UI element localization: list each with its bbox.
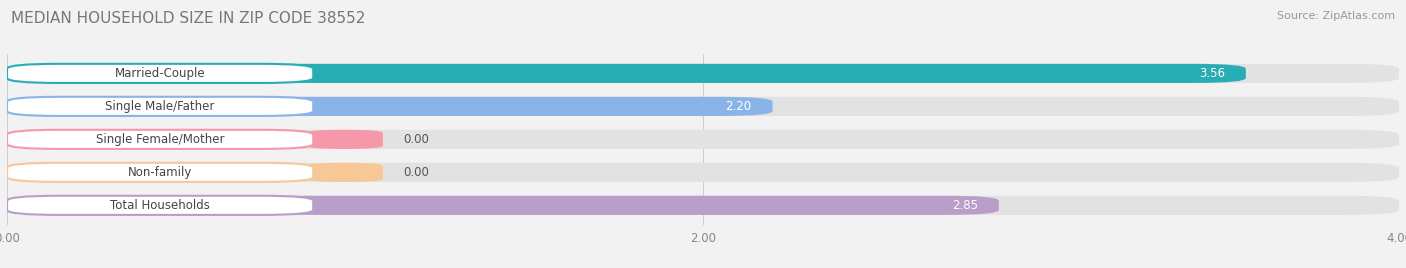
Text: Source: ZipAtlas.com: Source: ZipAtlas.com	[1277, 11, 1395, 21]
Text: Total Households: Total Households	[110, 199, 209, 212]
FancyBboxPatch shape	[7, 64, 314, 83]
Text: 0.00: 0.00	[404, 133, 430, 146]
Text: 3.56: 3.56	[1199, 67, 1225, 80]
FancyBboxPatch shape	[7, 130, 314, 149]
Text: Non-family: Non-family	[128, 166, 193, 179]
Text: 2.85: 2.85	[952, 199, 979, 212]
FancyBboxPatch shape	[7, 64, 1246, 83]
FancyBboxPatch shape	[7, 130, 1399, 149]
Text: Single Female/Mother: Single Female/Mother	[96, 133, 225, 146]
Text: 2.20: 2.20	[725, 100, 752, 113]
FancyBboxPatch shape	[307, 130, 382, 149]
FancyBboxPatch shape	[7, 163, 1399, 182]
FancyBboxPatch shape	[307, 163, 382, 182]
FancyBboxPatch shape	[7, 196, 998, 215]
FancyBboxPatch shape	[7, 64, 1399, 83]
Text: Married-Couple: Married-Couple	[115, 67, 205, 80]
Text: Single Male/Father: Single Male/Father	[105, 100, 215, 113]
Text: MEDIAN HOUSEHOLD SIZE IN ZIP CODE 38552: MEDIAN HOUSEHOLD SIZE IN ZIP CODE 38552	[11, 11, 366, 26]
FancyBboxPatch shape	[7, 163, 314, 182]
FancyBboxPatch shape	[7, 196, 1399, 215]
Text: 0.00: 0.00	[404, 166, 430, 179]
FancyBboxPatch shape	[7, 97, 1399, 116]
FancyBboxPatch shape	[7, 97, 773, 116]
FancyBboxPatch shape	[7, 97, 314, 116]
FancyBboxPatch shape	[7, 196, 314, 215]
